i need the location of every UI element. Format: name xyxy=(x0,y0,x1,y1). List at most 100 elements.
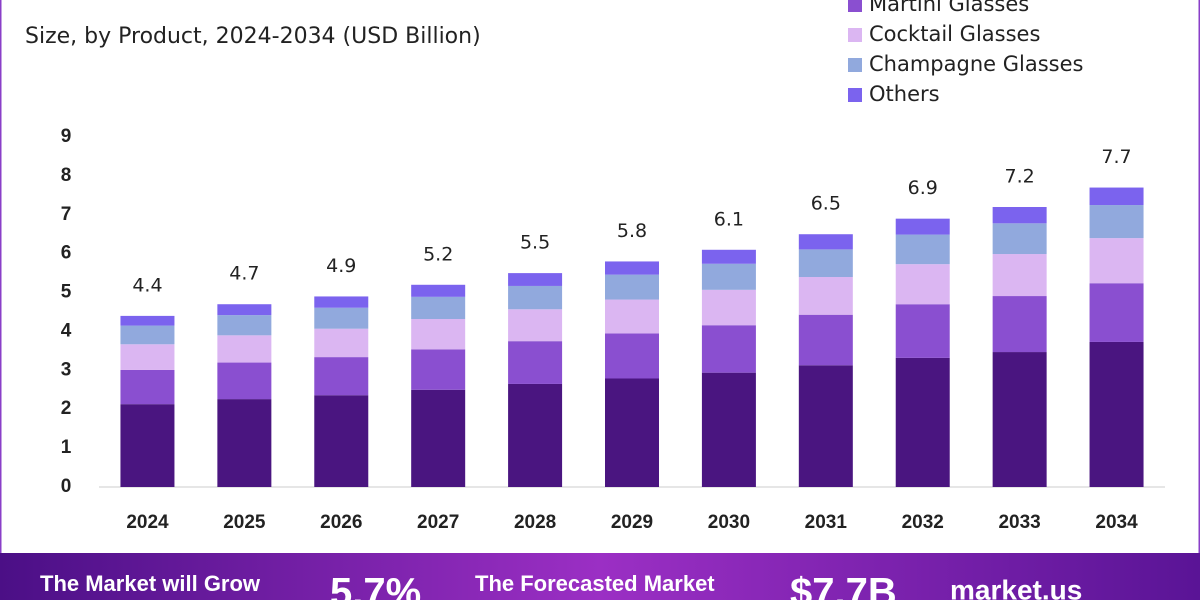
bar-segment xyxy=(992,223,1047,255)
x-tick-label: 2030 xyxy=(708,512,750,533)
y-tick-label: 9 xyxy=(61,126,72,147)
bar-segment xyxy=(895,264,950,305)
legend-label: Champagne Glasses xyxy=(869,52,1083,76)
total-label: 6.9 xyxy=(908,177,938,199)
bar-segment xyxy=(508,285,563,310)
bar-segment xyxy=(605,378,659,487)
total-label: 6.5 xyxy=(811,193,841,215)
bar-segment xyxy=(798,277,853,315)
footer-brand: market.us xyxy=(950,574,1082,600)
bar-segment xyxy=(798,249,853,277)
legend-swatch xyxy=(848,88,862,102)
x-tick-label: 2032 xyxy=(902,512,944,533)
bar-segment xyxy=(992,207,1047,224)
bar-segment xyxy=(120,344,175,370)
bar-segment xyxy=(120,404,175,487)
legend-label: Others xyxy=(869,82,940,106)
total-label: 4.4 xyxy=(132,274,162,296)
bar-segment xyxy=(1089,238,1144,284)
y-tick-label: 5 xyxy=(61,282,72,303)
x-tick-label: 2025 xyxy=(223,512,266,533)
bar-segment xyxy=(992,296,1047,353)
bar-segment xyxy=(217,315,272,336)
bar-segment xyxy=(411,349,466,390)
bar-segment xyxy=(895,304,950,358)
x-tick-label: 2024 xyxy=(126,512,169,533)
bar-segment xyxy=(411,319,466,350)
legend-swatch xyxy=(848,28,862,42)
chart-subtitle: Size, by Product, 2024-2034 (USD Billion… xyxy=(25,24,481,49)
x-tick-label: 2028 xyxy=(514,512,556,533)
y-tick-label: 3 xyxy=(61,359,72,380)
x-tick-label: 2026 xyxy=(320,512,362,533)
bar-segment xyxy=(701,249,756,264)
x-tick-label: 2033 xyxy=(998,512,1040,533)
x-tick-label: 2027 xyxy=(417,512,459,533)
bar-segment xyxy=(992,254,1047,297)
y-tick-label: 1 xyxy=(61,437,72,458)
bar-segment xyxy=(701,289,756,326)
bar-segment xyxy=(217,335,272,363)
bar-segment xyxy=(120,369,175,405)
x-tick-label: 2034 xyxy=(1095,512,1138,533)
total-label: 6.1 xyxy=(714,208,744,230)
bar-segment xyxy=(798,365,853,487)
footer-banner xyxy=(0,553,1200,600)
bar-segment xyxy=(1089,341,1144,487)
total-label: 4.9 xyxy=(326,255,356,277)
bar-segment xyxy=(120,325,175,345)
bar-segment xyxy=(508,273,563,286)
bar-segment xyxy=(605,299,659,334)
footer-value: $7.7B xyxy=(790,571,897,600)
bar-segment xyxy=(508,341,563,384)
bar-segment xyxy=(314,328,369,358)
legend-swatch xyxy=(848,58,862,72)
bar-segment xyxy=(314,307,369,329)
x-tick-label: 2031 xyxy=(805,512,848,533)
bar-segment xyxy=(1089,187,1144,206)
legend-label: Martini Glasses xyxy=(869,0,1029,16)
y-tick-label: 0 xyxy=(61,476,72,497)
bar-segment xyxy=(314,296,369,308)
bar-segment xyxy=(701,325,756,373)
y-tick-label: 2 xyxy=(61,398,72,419)
bar-segment xyxy=(120,315,175,326)
bar-segment xyxy=(798,314,853,366)
total-label: 4.7 xyxy=(229,263,259,285)
bar-segment xyxy=(508,309,563,342)
bar-segment xyxy=(701,372,756,487)
y-tick-label: 6 xyxy=(61,243,72,264)
bar-segment xyxy=(605,274,659,300)
bar-segment xyxy=(895,218,950,235)
y-tick-label: 8 xyxy=(61,165,72,186)
bar-segment xyxy=(217,399,272,487)
total-label: 5.5 xyxy=(520,232,550,254)
bar-segment xyxy=(895,357,950,487)
y-tick-label: 7 xyxy=(61,204,72,225)
bar-segment xyxy=(605,333,659,379)
bar-segment xyxy=(411,296,466,319)
footer-cagr: 5.7% xyxy=(330,571,421,600)
total-label: 5.8 xyxy=(617,220,647,242)
bar-segment xyxy=(217,304,272,316)
bar-segment xyxy=(217,362,272,400)
legend-swatch xyxy=(848,0,862,12)
total-label: 7.7 xyxy=(1101,146,1131,168)
bar-segment xyxy=(314,357,369,396)
total-label: 5.2 xyxy=(423,243,453,265)
y-tick-label: 4 xyxy=(61,320,72,341)
total-label: 7.2 xyxy=(1005,166,1035,188)
bar-segment xyxy=(411,389,466,487)
bar-segment xyxy=(1089,283,1144,342)
bar-segment xyxy=(1089,205,1144,239)
x-tick-label: 2029 xyxy=(611,512,653,533)
bar-segment xyxy=(508,383,563,487)
bar-segment xyxy=(314,395,369,487)
bar-segment xyxy=(411,284,466,297)
bar-segment xyxy=(992,352,1047,487)
bar-segment xyxy=(798,234,853,250)
bar-segment xyxy=(895,234,950,265)
footer-forecast: The Forecasted Market xyxy=(475,571,715,596)
bar-segment xyxy=(605,261,659,275)
